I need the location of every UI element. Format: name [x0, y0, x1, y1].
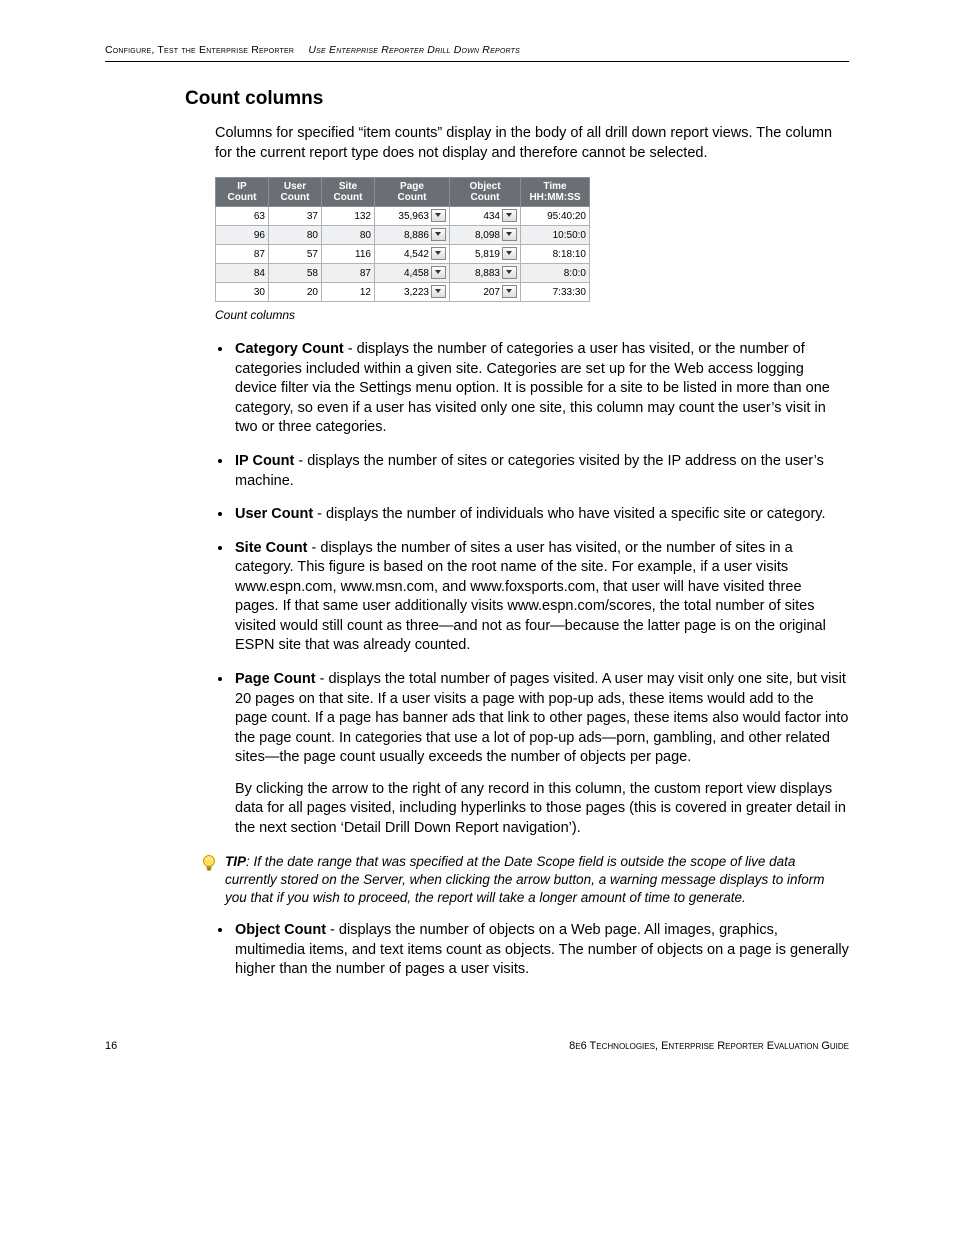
dropdown-arrow-icon[interactable]: [431, 266, 446, 279]
table-row: 87571164,5425,8198:18:10: [216, 245, 590, 264]
section-heading: Count columns: [185, 88, 849, 110]
table-cell: 3,223: [375, 283, 450, 302]
table-cell: 12: [322, 283, 375, 302]
table-cell: 8:0:0: [521, 264, 590, 283]
bullet-page-count: Page Count - displays the total number o…: [233, 670, 849, 839]
dropdown-arrow-icon[interactable]: [502, 266, 517, 279]
text-page-count-2: By clicking the arrow to the right of an…: [235, 780, 849, 839]
table-cell: 80: [322, 226, 375, 245]
table-cell: 87: [322, 264, 375, 283]
footer-right: 8e6 Technologies, Enterprise Reporter Ev…: [569, 1040, 849, 1052]
dropdown-arrow-icon[interactable]: [502, 247, 517, 260]
dropdown-arrow-icon[interactable]: [502, 209, 517, 222]
term-site-count: Site Count: [235, 540, 308, 556]
term-page-count: Page Count: [235, 671, 316, 687]
table-cell: 5,819: [450, 245, 521, 264]
table-cell: 132: [322, 207, 375, 226]
bullet-object-count: Object Count - displays the number of ob…: [233, 921, 849, 980]
dropdown-arrow-icon[interactable]: [431, 209, 446, 222]
table-cell: 35,963: [375, 207, 450, 226]
table-cell: 96: [216, 226, 269, 245]
table-cell: 116: [322, 245, 375, 264]
term-user-count: User Count: [235, 506, 313, 522]
table-row: 8458874,4588,8838:0:0: [216, 264, 590, 283]
page-number: 16: [105, 1040, 117, 1052]
term-category-count: Category Count: [235, 341, 344, 357]
table-cell: 10:50:0: [521, 226, 590, 245]
bullet-user-count: User Count - displays the number of indi…: [233, 505, 849, 525]
bullet-category-count: Category Count - displays the number of …: [233, 340, 849, 438]
table-row: 3020123,2232077:33:30: [216, 283, 590, 302]
tip-text: : If the date range that was specified a…: [225, 854, 825, 905]
dropdown-arrow-icon[interactable]: [502, 285, 517, 298]
th-page-count[interactable]: PageCount: [375, 178, 450, 207]
term-ip-count: IP Count: [235, 453, 294, 469]
table-cell: 20: [269, 283, 322, 302]
th-time[interactable]: TimeHH:MM:SS: [521, 178, 590, 207]
text-site-count: - displays the number of sites a user ha…: [235, 540, 826, 654]
table-cell: 63: [216, 207, 269, 226]
table-cell: 8:18:10: [521, 245, 590, 264]
document-page: Configure, Test the Enterprise Reporter …: [0, 0, 954, 1092]
header-right: Use Enterprise Reporter Drill Down Repor…: [308, 44, 520, 56]
table-cell: 87: [216, 245, 269, 264]
count-columns-table: IPCount UserCount SiteCount PageCount Ob…: [215, 177, 590, 302]
table-cell: 4,458: [375, 264, 450, 283]
table-cell: 95:40:20: [521, 207, 590, 226]
text-user-count: - displays the number of individuals who…: [313, 506, 825, 522]
table-cell: 207: [450, 283, 521, 302]
dropdown-arrow-icon[interactable]: [502, 228, 517, 241]
table-cell: 80: [269, 226, 322, 245]
table-cell: 7:33:30: [521, 283, 590, 302]
running-header: Configure, Test the Enterprise Reporter …: [105, 40, 849, 62]
header-left: Configure, Test the Enterprise Reporter: [105, 44, 294, 56]
table-cell: 58: [269, 264, 322, 283]
table-cell: 8,098: [450, 226, 521, 245]
table-cell: 84: [216, 264, 269, 283]
dropdown-arrow-icon[interactable]: [431, 247, 446, 260]
term-object-count: Object Count: [235, 922, 326, 938]
th-object-count[interactable]: ObjectCount: [450, 178, 521, 207]
text-object-count: - displays the number of objects on a We…: [235, 922, 849, 977]
dropdown-arrow-icon[interactable]: [431, 285, 446, 298]
count-columns-figure: IPCount UserCount SiteCount PageCount Ob…: [215, 177, 849, 302]
table-row: 9680808,8868,09810:50:0: [216, 226, 590, 245]
tip-label: TIP: [225, 854, 246, 869]
table-cell: 57: [269, 245, 322, 264]
table-cell: 4,542: [375, 245, 450, 264]
table-row: 633713235,96343495:40:20: [216, 207, 590, 226]
table-cell: 30: [216, 283, 269, 302]
table-cell: 8,883: [450, 264, 521, 283]
page-footer: 16 8e6 Technologies, Enterprise Reporter…: [105, 1040, 849, 1052]
lightbulb-icon: [201, 854, 217, 874]
intro-paragraph: Columns for specified “item counts” disp…: [215, 124, 849, 163]
dropdown-arrow-icon[interactable]: [431, 228, 446, 241]
th-site-count[interactable]: SiteCount: [322, 178, 375, 207]
bullet-site-count: Site Count - displays the number of site…: [233, 539, 849, 656]
bullet-ip-count: IP Count - displays the number of sites …: [233, 452, 849, 491]
text-page-count: - displays the total number of pages vis…: [235, 671, 848, 765]
figure-caption: Count columns: [215, 308, 849, 322]
th-user-count[interactable]: UserCount: [269, 178, 322, 207]
table-cell: 434: [450, 207, 521, 226]
table-cell: 37: [269, 207, 322, 226]
text-ip-count: - displays the number of sites or catego…: [235, 453, 824, 489]
table-cell: 8,886: [375, 226, 450, 245]
th-ip-count[interactable]: IPCount: [216, 178, 269, 207]
tip-callout: TIP: If the date range that was specifie…: [201, 853, 849, 908]
